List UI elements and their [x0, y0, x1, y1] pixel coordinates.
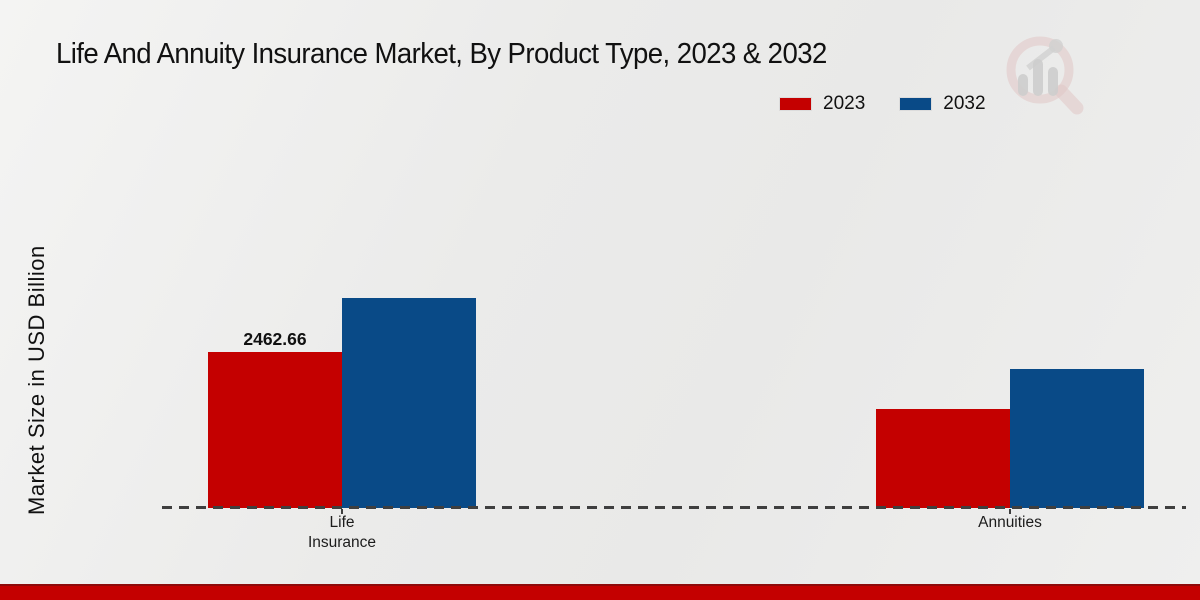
legend-label: 2023	[823, 93, 866, 114]
category-label-annuities: Annuities	[978, 514, 1042, 531]
chart-title: Life And Annuity Insurance Market, By Pr…	[56, 38, 827, 70]
footer-brand-strip	[0, 584, 1200, 600]
y-axis-label: Market Size in USD Billion	[24, 245, 49, 516]
bar-2023-life-insurance	[208, 352, 342, 508]
x-axis-baseline	[162, 506, 1186, 509]
bar-2032-annuities	[1010, 369, 1144, 508]
magnifier-bar-chart-logo-icon	[998, 34, 1086, 116]
category-label-life-insurance: Life Insurance	[307, 514, 377, 551]
legend-item-2023: 2023	[779, 93, 865, 115]
legend-swatch-icon	[779, 97, 812, 111]
bar-2023-annuities	[876, 409, 1010, 508]
legend: 2023 2032	[779, 93, 989, 115]
bar-value-label: 2462.66	[243, 329, 307, 349]
legend-swatch-icon	[899, 97, 933, 111]
bar-2032-life-insurance	[342, 298, 476, 508]
x-axis-tick-annuities	[1009, 509, 1011, 514]
legend-item-2032: 2032	[899, 93, 986, 115]
x-axis-tick-life-insurance	[341, 509, 343, 514]
legend-label: 2032	[943, 93, 986, 114]
